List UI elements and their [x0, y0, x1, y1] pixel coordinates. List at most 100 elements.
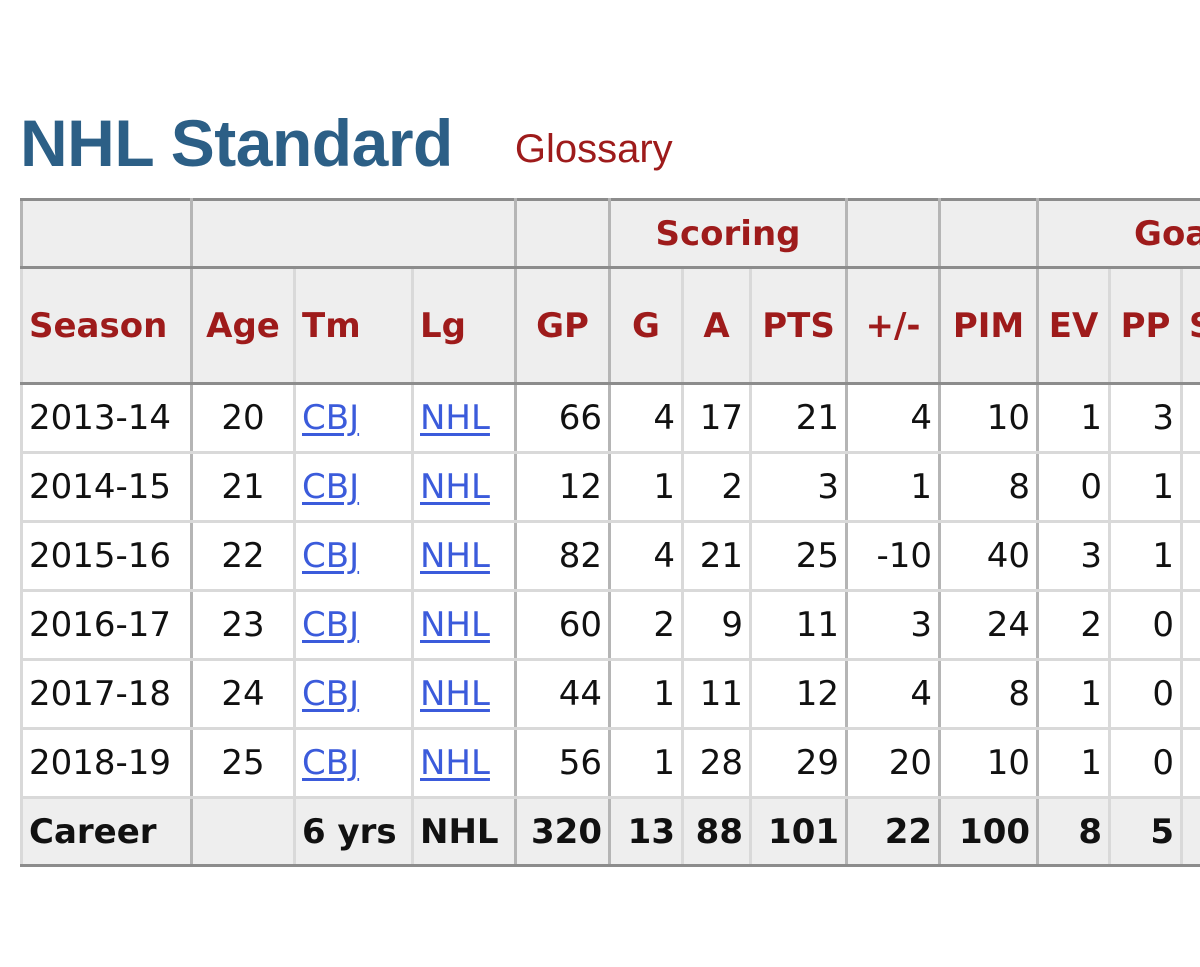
column-header-points[interactable]: PTS: [748, 266, 849, 385]
cell-ev: 0: [1036, 451, 1112, 523]
cell-assists: 9: [681, 589, 752, 661]
cell-season: 2017-18: [20, 658, 193, 730]
league-link[interactable]: NHL: [420, 674, 490, 714]
cell-age: 25: [190, 727, 296, 799]
cell-assists: 2: [681, 451, 752, 523]
cell-ev: 1: [1036, 727, 1112, 799]
column-header-row: Season Age Tm Lg GP G A PTS +/- PIM EV P…: [20, 266, 1200, 385]
career-label: Career: [20, 796, 193, 867]
cell-ev: 3: [1036, 520, 1112, 592]
column-header-plus-minus[interactable]: +/-: [845, 266, 942, 385]
career-league: NHL: [411, 796, 517, 867]
table-row: 2018-19 25 CBJ NHL 56 1 28 29 20 10 1 0: [20, 727, 1200, 799]
column-header-sh[interactable]: S: [1180, 266, 1200, 385]
over-header-scoring: Scoring: [607, 198, 849, 269]
column-header-league[interactable]: Lg: [411, 266, 517, 385]
team-link[interactable]: CBJ: [302, 398, 360, 438]
career-sh: [1180, 796, 1200, 867]
career-age: [190, 796, 296, 867]
team-link[interactable]: CBJ: [302, 467, 360, 507]
cell-sh: [1180, 451, 1200, 523]
cell-plus-minus: 3: [845, 589, 942, 661]
cell-goals: 2: [608, 589, 684, 661]
league-link[interactable]: NHL: [420, 536, 490, 576]
league-link[interactable]: NHL: [420, 605, 490, 645]
cell-pim: 8: [938, 451, 1040, 523]
cell-pp: 1: [1108, 451, 1184, 523]
cell-pp: 1: [1108, 520, 1184, 592]
stats-table-container: Scoring Goa Season Age Tm Lg GP G A PTS …: [20, 198, 1200, 878]
cell-points: 11: [748, 589, 849, 661]
column-header-assists[interactable]: A: [681, 266, 752, 385]
career-ev: 8: [1036, 796, 1112, 867]
column-header-season[interactable]: Season: [20, 266, 193, 385]
cell-sh: [1180, 382, 1200, 454]
column-header-age[interactable]: Age: [190, 266, 296, 385]
career-pp: 5: [1108, 796, 1184, 867]
cell-sh: [1180, 727, 1200, 799]
column-header-ev[interactable]: EV: [1036, 266, 1112, 385]
team-link[interactable]: CBJ: [302, 605, 360, 645]
career-gp: 320: [514, 796, 611, 867]
cell-points: 21: [748, 382, 849, 454]
cell-plus-minus: -10: [845, 520, 942, 592]
league-link[interactable]: NHL: [420, 743, 490, 783]
over-header-goals: Goa: [1036, 198, 1200, 269]
cell-gp: 44: [514, 658, 611, 730]
cell-plus-minus: 1: [845, 451, 942, 523]
cell-sh: [1180, 658, 1200, 730]
cell-ev: 1: [1036, 658, 1112, 730]
cell-season: 2015-16: [20, 520, 193, 592]
cell-season: 2014-15: [20, 451, 193, 523]
over-header-blank: [190, 198, 517, 269]
column-header-pim[interactable]: PIM: [938, 266, 1040, 385]
column-header-gp[interactable]: GP: [514, 266, 611, 385]
cell-gp: 60: [514, 589, 611, 661]
cell-sh: [1180, 589, 1200, 661]
cell-gp: 82: [514, 520, 611, 592]
career-years: 6 yrs: [293, 796, 414, 867]
cell-age: 21: [190, 451, 296, 523]
cell-plus-minus: 4: [845, 658, 942, 730]
column-header-pp[interactable]: PP: [1108, 266, 1184, 385]
cell-points: 25: [748, 520, 849, 592]
table-row: 2013-14 20 CBJ NHL 66 4 17 21 4 10 1 3: [20, 382, 1200, 454]
cell-goals: 1: [608, 658, 684, 730]
career-points: 101: [748, 796, 849, 867]
cell-goals: 4: [608, 520, 684, 592]
cell-points: 29: [748, 727, 849, 799]
cell-ev: 2: [1036, 589, 1112, 661]
cell-season: 2018-19: [20, 727, 193, 799]
career-pim: 100: [938, 796, 1040, 867]
over-header-row: Scoring Goa: [20, 198, 1200, 269]
over-header-blank: [938, 198, 1040, 269]
cell-assists: 21: [681, 520, 752, 592]
cell-pp: 3: [1108, 382, 1184, 454]
cell-age: 22: [190, 520, 296, 592]
cell-season: 2013-14: [20, 382, 193, 454]
team-link[interactable]: CBJ: [302, 743, 360, 783]
cell-assists: 28: [681, 727, 752, 799]
cell-age: 23: [190, 589, 296, 661]
cell-gp: 66: [514, 382, 611, 454]
cell-pim: 10: [938, 727, 1040, 799]
team-link[interactable]: CBJ: [302, 536, 360, 576]
cell-gp: 56: [514, 727, 611, 799]
cell-pp: 0: [1108, 589, 1184, 661]
cell-pp: 0: [1108, 658, 1184, 730]
career-goals: 13: [608, 796, 684, 867]
cell-assists: 11: [681, 658, 752, 730]
table-row: 2017-18 24 CBJ NHL 44 1 11 12 4 8 1 0: [20, 658, 1200, 730]
cell-ev: 1: [1036, 382, 1112, 454]
column-header-goals[interactable]: G: [608, 266, 684, 385]
career-assists: 88: [681, 796, 752, 867]
cell-goals: 1: [608, 451, 684, 523]
title-row: NHL Standard Glossary: [20, 96, 673, 176]
cell-sh: [1180, 520, 1200, 592]
team-link[interactable]: CBJ: [302, 674, 360, 714]
league-link[interactable]: NHL: [420, 467, 490, 507]
glossary-link[interactable]: Glossary: [514, 127, 673, 171]
cell-plus-minus: 4: [845, 382, 942, 454]
league-link[interactable]: NHL: [420, 398, 490, 438]
column-header-team[interactable]: Tm: [293, 266, 414, 385]
